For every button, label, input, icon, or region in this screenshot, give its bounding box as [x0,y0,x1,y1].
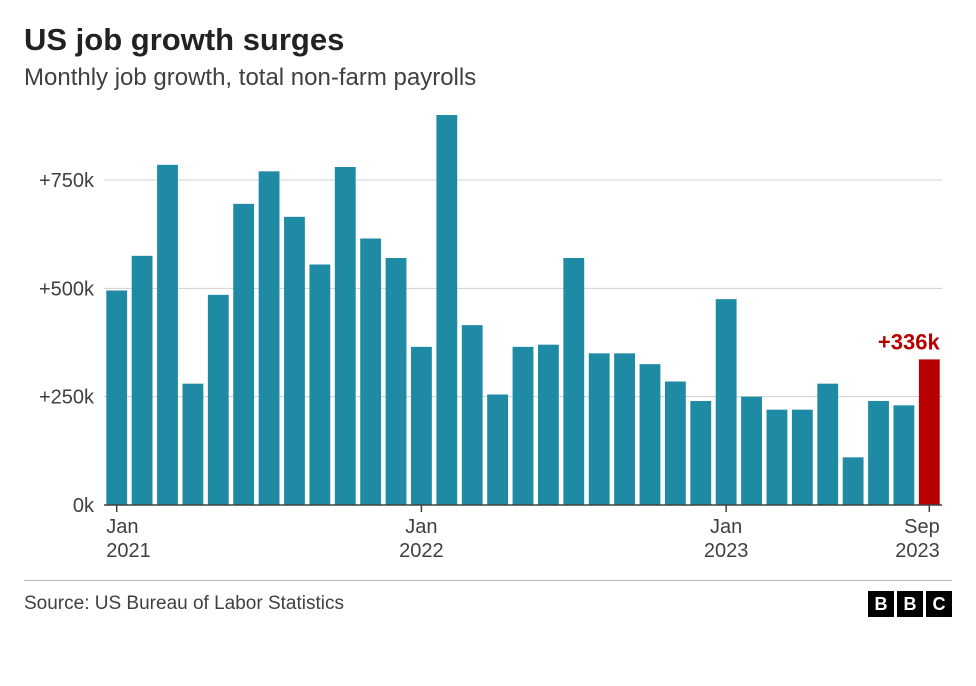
bar [386,258,407,505]
y-tick-label: +750k [39,170,95,192]
bar [640,364,661,505]
source-label: Source: US Bureau of Labor Statistics [24,593,344,615]
bar [411,347,432,505]
bar [360,239,381,506]
x-tick-label-year: 2021 [106,540,151,562]
bar [436,115,457,505]
bar-highlight [919,359,940,505]
x-tick-label: Jan [106,516,138,538]
bar [868,401,889,505]
bar [208,295,229,505]
logo-letter: C [926,591,952,617]
bar-chart-svg: 0k+250k+500k+750kJan2021Jan2022Jan2023Se… [24,110,952,570]
x-tick-label-year: 2023 [704,540,749,562]
bar [462,325,483,505]
bar [233,204,254,505]
highlight-value-label: +336k [878,329,941,354]
bar [132,256,153,505]
logo-letter: B [897,591,923,617]
chart-title: US job growth surges [24,22,952,58]
bar [792,410,813,505]
x-tick-label: Sep [904,516,940,538]
plot-area: 0k+250k+500k+750kJan2021Jan2022Jan2023Se… [24,110,952,570]
bbc-logo: B B C [868,591,952,617]
y-tick-label: 0k [73,495,95,517]
x-tick-label-year: 2022 [399,540,444,562]
bar [767,410,788,505]
bar [513,347,534,505]
bar [538,345,559,505]
bar [614,353,635,505]
bar [665,382,686,506]
bar [741,397,762,505]
chart-container: US job growth surges Monthly job growth,… [0,0,976,686]
x-tick-label: Jan [405,516,437,538]
chart-subtitle: Monthly job growth, total non-farm payro… [24,64,952,92]
bar [106,291,127,506]
y-tick-label: +250k [39,387,95,409]
bar [284,217,305,505]
logo-letter: B [868,591,894,617]
bar [335,167,356,505]
bar [893,405,914,505]
bar [309,265,330,506]
bar [487,395,508,506]
bar [817,384,838,505]
y-tick-label: +500k [39,278,95,300]
bar [259,171,280,505]
bar [589,353,610,505]
bar [843,457,864,505]
bar [157,165,178,505]
bar [716,299,737,505]
chart-footer: Source: US Bureau of Labor Statistics B … [24,580,952,617]
x-tick-label: Jan [710,516,742,538]
bar [182,384,203,505]
x-tick-label-year: 2023 [895,540,940,562]
bar [563,258,584,505]
bar [690,401,711,505]
